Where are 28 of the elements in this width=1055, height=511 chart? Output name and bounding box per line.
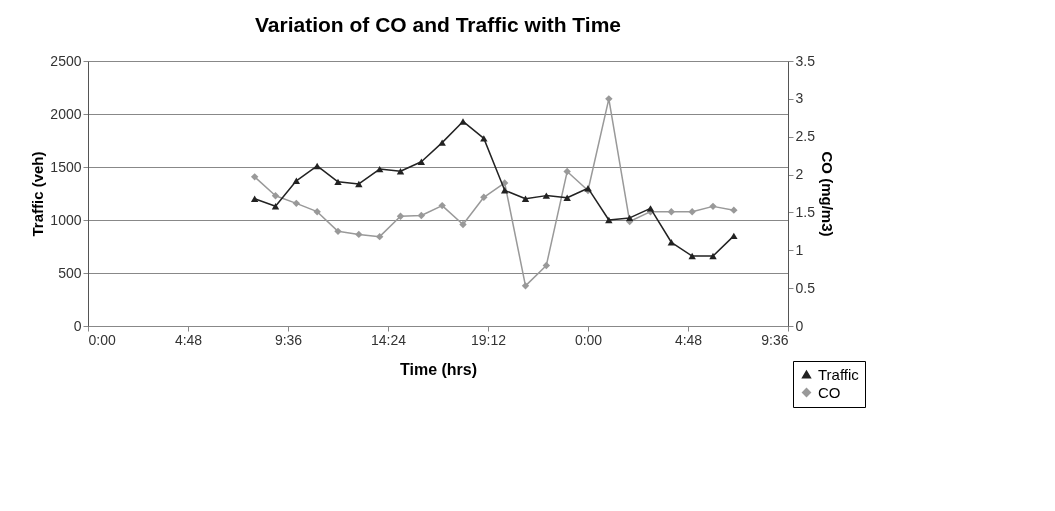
x-tick-label: 9:36: [274, 331, 303, 348]
y-axis-title: Traffic (veh): [29, 151, 47, 237]
chart-title: Variation of CO and Traffic with Time: [254, 13, 622, 36]
y2-tick-label: 0: [795, 317, 804, 334]
y-tick-label: 1000: [50, 211, 82, 228]
y2-tick-label: 2.5: [795, 128, 816, 145]
x-tick-label: 9:36: [761, 331, 789, 348]
x-tick-label: 0:00: [574, 331, 603, 348]
y-tick-label: 500: [58, 264, 82, 281]
legend-label: CO: [818, 383, 841, 401]
legend-label: Traffic: [818, 365, 860, 383]
y2-axis-title: CO (mg/m3): [818, 151, 836, 237]
x-tick-label: 4:48: [674, 331, 703, 348]
y2-tick-label: 1: [795, 241, 804, 258]
x-tick-label: 19:12: [470, 331, 507, 348]
x-tick-label: 4:48: [174, 331, 203, 348]
y2-tick-label: 2: [795, 166, 804, 183]
y-tick-label: 1500: [50, 158, 82, 175]
y-tick-label: 0: [73, 317, 82, 334]
y-tick-label: 2000: [50, 105, 82, 122]
x-tick-label: 0:00: [88, 331, 116, 348]
y2-tick-label: 1.5: [795, 203, 816, 220]
x-axis-title: Time (hrs): [399, 360, 478, 378]
y2-tick-label: 0.5: [795, 279, 816, 296]
x-tick-label: 14:24: [370, 331, 407, 348]
y2-tick-label: 3.5: [795, 52, 816, 69]
y-tick-label: 2500: [50, 52, 82, 69]
y2-tick-label: 3: [795, 90, 804, 107]
